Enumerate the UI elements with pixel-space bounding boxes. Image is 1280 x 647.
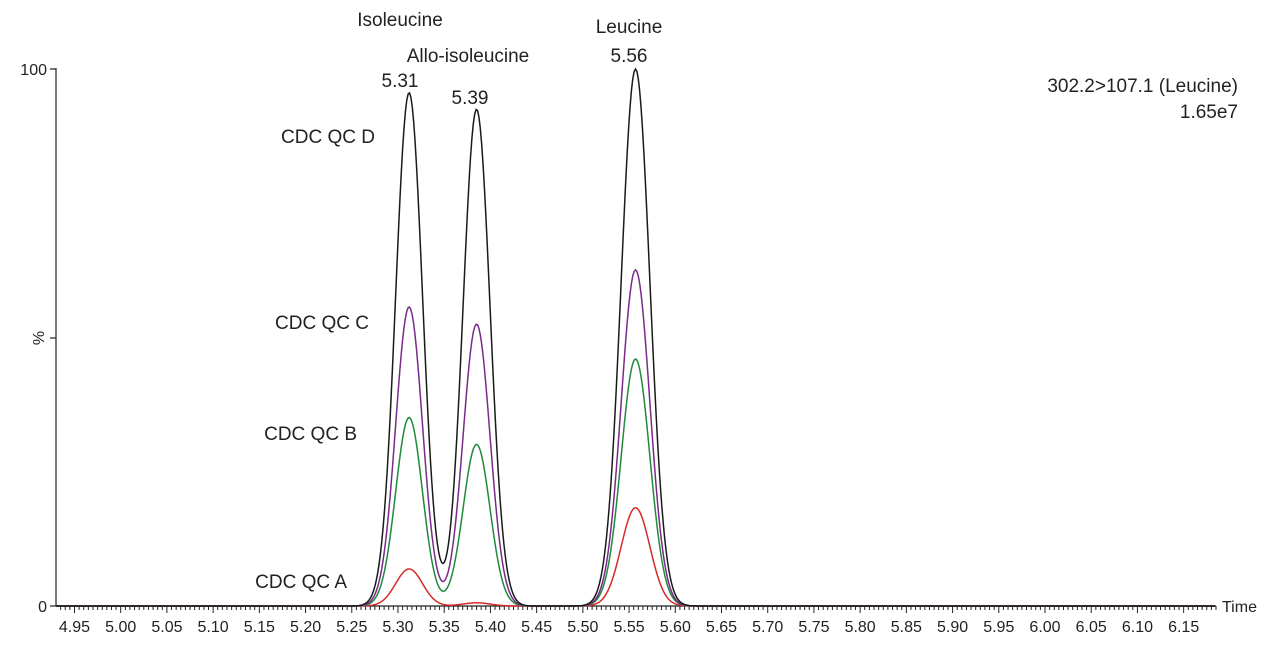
x-tick-label: 5.60 [660,619,691,636]
axes [50,68,1216,607]
trace-transition: 302.2>107.1 (Leucine) [1047,76,1238,97]
y-tick-label-0: 0 [38,599,47,616]
x-tick-label: 5.95 [983,619,1014,636]
peak-name-leucine: Leucine [596,17,663,38]
x-axis-label: Time [1222,599,1257,616]
x-tick-label: 5.45 [521,619,552,636]
x-tick-label: 5.75 [798,619,829,636]
x-tick-label: 5.05 [151,619,182,636]
x-tick-label: 5.65 [706,619,737,636]
x-tick-label: 6.15 [1168,619,1199,636]
x-tick-label: 5.85 [891,619,922,636]
trace-intensity: 1.65e7 [1180,102,1238,123]
x-tick-label: 5.55 [613,619,644,636]
x-tick-label: 5.00 [105,619,136,636]
peak-name-allo-isoleucine: Allo-isoleucine [407,46,530,67]
trace-cdc-qc-c [56,268,1216,607]
peak-rt-allo-isoleucine: 5.39 [452,88,489,109]
trace-cdc-qc-b [56,358,1216,607]
series-label-qc-c: CDC QC C [275,313,369,334]
y-tick-label-100: 100 [20,62,47,79]
peak-rt-isoleucine: 5.31 [382,71,419,92]
y-axis-label: % [31,331,48,345]
x-tick-label: 6.10 [1122,619,1153,636]
trace-cdc-qc-a [56,506,1216,607]
x-tick-label: 5.40 [475,619,506,636]
x-tick-label: 5.70 [752,619,783,636]
x-tick-label: 5.30 [382,619,413,636]
x-ticks: 4.95 5.00 5.05 5.10 5.15 5.20 5.25 5.30 5.35 5.40… [59,606,1217,636]
series-label-qc-d: CDC QC D [281,127,375,148]
series-label-qc-b: CDC QC B [264,424,357,445]
peak-rt-leucine: 5.56 [611,46,648,67]
x-tick-label: 5.90 [937,619,968,636]
traces [56,67,1216,607]
x-tick-label: 6.05 [1076,619,1107,636]
peak-name-isoleucine: Isoleucine [357,10,443,31]
x-tick-label: 5.50 [567,619,598,636]
x-tick-label: 5.10 [198,619,229,636]
x-tick-label: 5.35 [429,619,460,636]
x-tick-label: 4.95 [59,619,90,636]
x-tick-label: 5.20 [290,619,321,636]
x-tick-label: 5.80 [845,619,876,636]
x-tick-label: 6.00 [1029,619,1060,636]
x-tick-label: 5.25 [336,619,367,636]
trace-cdc-qc-d [56,67,1216,607]
x-tick-label: 5.15 [244,619,275,636]
series-label-qc-a: CDC QC A [255,572,347,593]
